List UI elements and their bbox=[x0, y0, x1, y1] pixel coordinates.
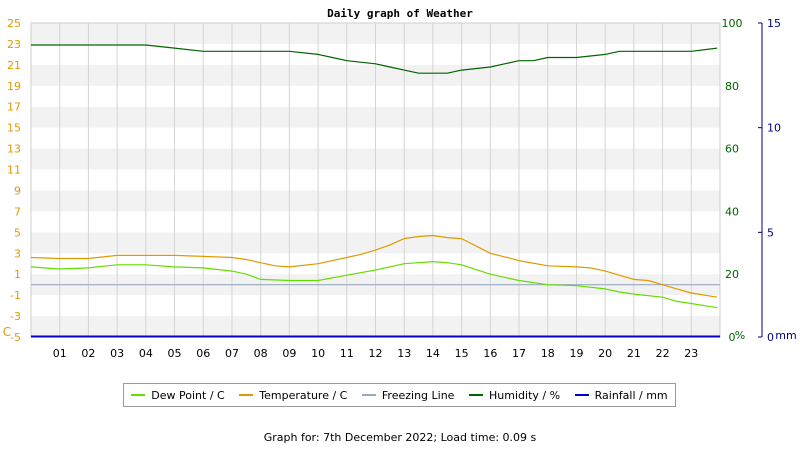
x-tick-label: 17 bbox=[512, 347, 526, 360]
x-tick-label: 10 bbox=[311, 347, 325, 360]
x-tick-label: 23 bbox=[684, 347, 698, 360]
legend-item: Rainfall / mm bbox=[574, 388, 668, 402]
left-axis-ticks: 25 23 21 19 17 15 13 11 9 7 5 3 1 -1 -3 -5 bbox=[7, 17, 21, 344]
x-tick-label: 04 bbox=[139, 347, 153, 360]
left-tick-label: 7 bbox=[14, 205, 21, 218]
x-tick-label: 03 bbox=[110, 347, 124, 360]
x-tick-label: 13 bbox=[397, 347, 411, 360]
x-axis-ticks: 01 02 03 04 05 06 07 08 09 10 11 12 13 14 15 16 17 18 19 20… bbox=[53, 347, 699, 360]
x-tick-label: 05 bbox=[168, 347, 182, 360]
left-axis-unit: C bbox=[3, 325, 11, 339]
left-tick-label: 5 bbox=[14, 226, 21, 239]
legend-item: Freezing Line bbox=[361, 388, 455, 402]
legend-swatch bbox=[131, 394, 146, 396]
x-tick-label: 12 bbox=[369, 347, 383, 360]
left-tick-label: 13 bbox=[7, 143, 21, 156]
x-tick-label: 06 bbox=[196, 347, 210, 360]
humidity-tick-label: 20 bbox=[725, 268, 739, 281]
weather-chart: Daily graph of Weather 25232119171513119… bbox=[3, 7, 797, 360]
left-tick-label: 23 bbox=[7, 38, 21, 51]
left-tick-label: 19 bbox=[7, 80, 21, 93]
x-tick-label: 11 bbox=[340, 347, 354, 360]
right-axis-rain-unit: mm bbox=[775, 329, 796, 342]
humidity-tick-label: 100 bbox=[722, 17, 743, 30]
legend-label: Temperature / C bbox=[259, 388, 348, 402]
left-tick-label: 1 bbox=[14, 268, 21, 281]
legend-swatch bbox=[469, 394, 484, 396]
right-axis-humidity-unit: % bbox=[735, 329, 745, 342]
left-tick-label: 11 bbox=[7, 164, 21, 177]
chart-title: Daily graph of Weather bbox=[327, 7, 473, 20]
legend-item: Dew Point / C bbox=[131, 388, 225, 402]
legend-label: Rainfall / mm bbox=[594, 388, 668, 402]
humidity-tick-label: 80 bbox=[725, 80, 739, 93]
rain-tick-label: 15 bbox=[767, 17, 781, 30]
series-line-temperature-c bbox=[30, 234, 718, 298]
legend-swatch bbox=[239, 394, 254, 396]
x-tick-label: 14 bbox=[426, 347, 440, 360]
x-tick-label: 22 bbox=[656, 347, 670, 360]
x-tick-label: 15 bbox=[455, 347, 469, 360]
rain-tick-label: 0 bbox=[767, 331, 774, 344]
left-tick-label: 25 bbox=[7, 17, 21, 30]
left-tick-label: 21 bbox=[7, 59, 21, 72]
right-axis-rain-ticks: 15 10 5 0 bbox=[758, 17, 781, 344]
left-tick-label: 9 bbox=[14, 184, 21, 197]
x-tick-label: 09 bbox=[282, 347, 296, 360]
x-tick-label: 08 bbox=[254, 347, 268, 360]
x-tick-label: 19 bbox=[569, 347, 583, 360]
rain-tick-label: 5 bbox=[767, 226, 774, 239]
footer-info: Graph for: 7th December 2022; Load time:… bbox=[263, 431, 537, 444]
legend-label: Dew Point / C bbox=[151, 388, 225, 402]
humidity-tick-label: 0 bbox=[729, 331, 736, 344]
left-tick-label: 3 bbox=[14, 247, 21, 260]
legend-item: Temperature / C bbox=[239, 389, 347, 402]
legend-label: Freezing Line bbox=[381, 388, 455, 402]
left-tick-label: 17 bbox=[7, 101, 21, 114]
right-axis-humidity-ticks: 100 80 60 40 20 0 bbox=[722, 17, 743, 344]
series-line-dew-point-c bbox=[30, 261, 718, 309]
legend-swatch bbox=[361, 394, 376, 396]
x-tick-label: 01 bbox=[53, 347, 67, 360]
x-tick-label: 20 bbox=[598, 347, 612, 360]
x-tick-label: 02 bbox=[81, 347, 95, 360]
left-tick-label: -3 bbox=[10, 310, 21, 323]
series-line-humidity bbox=[31, 44, 718, 74]
legend-swatch bbox=[574, 394, 589, 396]
legend-label: Humidity / % bbox=[489, 388, 561, 402]
left-tick-label: 15 bbox=[7, 122, 21, 135]
x-tick-label: 21 bbox=[627, 347, 641, 360]
legend-item: Humidity / % bbox=[469, 389, 560, 402]
x-tick-label: 16 bbox=[483, 347, 497, 360]
humidity-tick-label: 40 bbox=[725, 205, 739, 218]
left-tick-label: -5 bbox=[10, 331, 21, 344]
rain-tick-label: 10 bbox=[767, 122, 781, 135]
series-lines bbox=[30, 44, 720, 338]
left-tick-label: -1 bbox=[10, 289, 21, 302]
legend: Dew Point / C Temperature / C Freezing Lin… bbox=[123, 383, 676, 407]
x-tick-label: 07 bbox=[225, 347, 239, 360]
x-tick-label: 18 bbox=[541, 347, 555, 360]
humidity-tick-label: 60 bbox=[725, 143, 739, 156]
